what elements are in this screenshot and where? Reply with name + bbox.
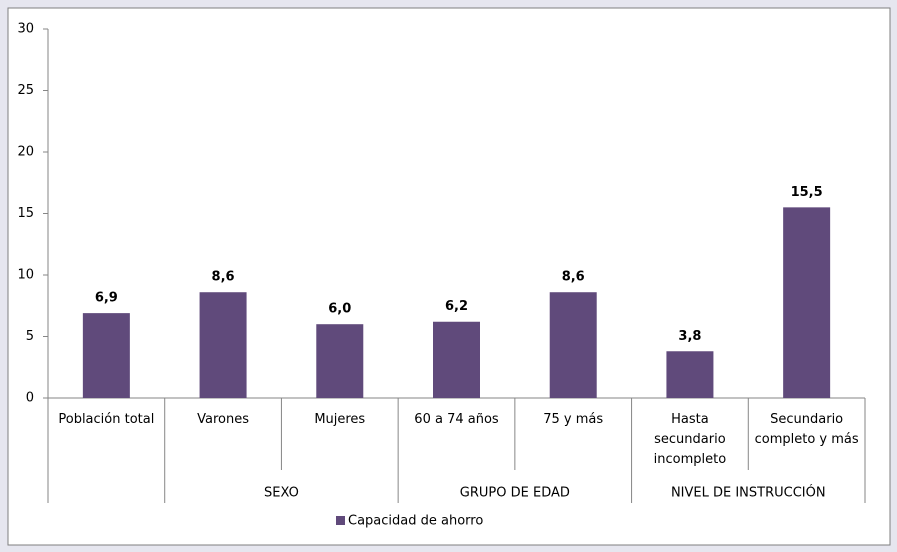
bar [783,207,831,398]
bar [666,351,714,398]
group-label: GRUPO DE EDAD [460,486,570,501]
y-tick-label: 15 [17,206,34,221]
x-tick-label: Población total [58,412,155,427]
group-label: SEXO [264,486,299,501]
bar [82,313,130,398]
bar [433,321,480,398]
y-tick-label: 30 [17,22,34,37]
x-tick-label: Hasta secundario incompleto [653,412,727,467]
x-tick-label: 75 y más [543,412,604,427]
legend-swatch [336,516,345,525]
chart-area [7,7,891,546]
y-tick-label: 10 [17,268,34,283]
y-tick-label: 25 [17,83,34,98]
x-tick-label: Secundario completo y más [754,412,859,447]
bar [549,292,597,398]
data-label: 6,0 [328,302,351,317]
data-label: 8,6 [562,270,585,285]
data-label: 6,2 [445,299,468,314]
y-tick-label: 0 [26,391,34,406]
data-label: 3,8 [678,329,701,344]
y-tick-label: 20 [17,145,34,160]
bar [316,324,364,398]
data-label: 6,9 [95,291,118,306]
data-label: 8,6 [212,270,235,285]
x-tick-label: Varones [197,412,249,427]
legend-label: Capacidad de ahorro [348,514,483,529]
group-label: NIVEL DE INSTRUCCIÓN [671,485,826,501]
y-tick-label: 5 [26,329,34,344]
x-tick-label: 60 a 74 años [414,412,499,427]
data-label: 15,5 [791,185,823,200]
x-tick-label: Mujeres [314,412,366,427]
bar [199,292,247,398]
